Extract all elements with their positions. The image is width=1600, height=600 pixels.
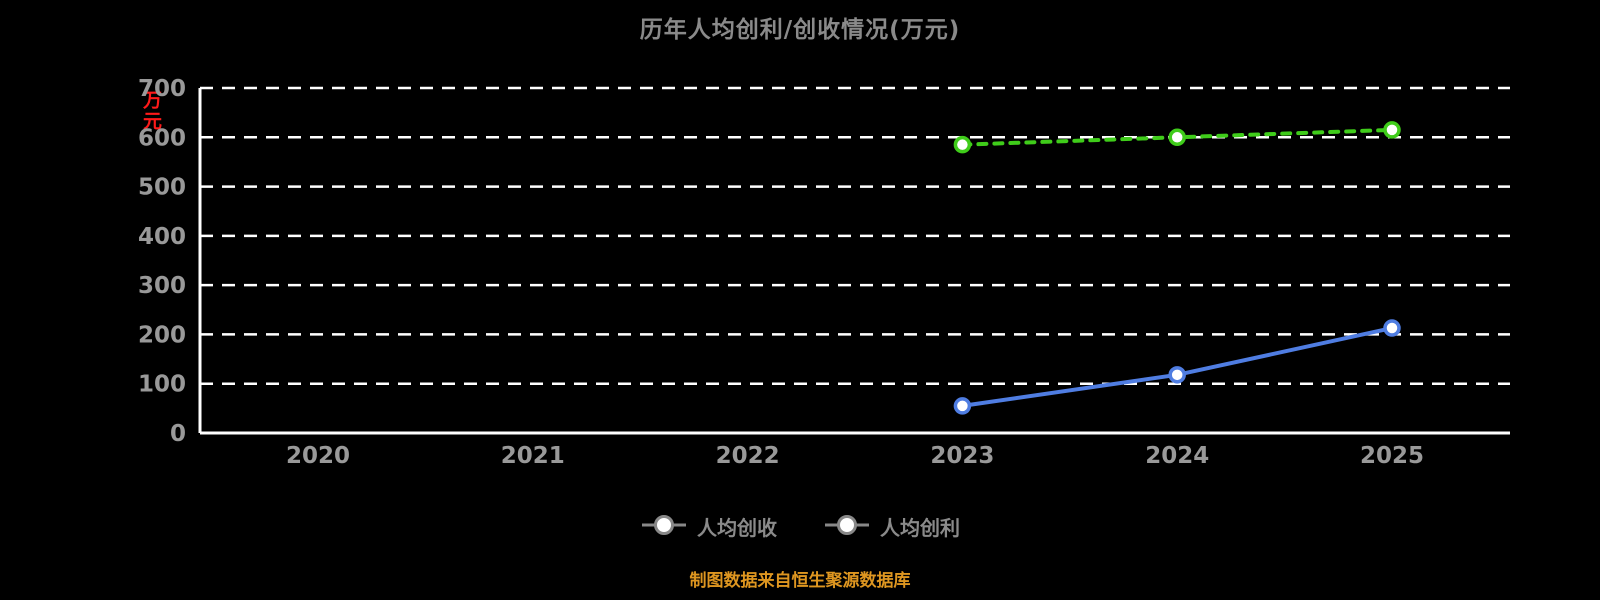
- legend-label-per-capita-profit: 人均创利: [880, 516, 960, 540]
- y-tick-label: 300: [138, 273, 186, 299]
- legend-marker-revenue-icon: [640, 513, 688, 541]
- data-point-series-1[interactable]: [1168, 366, 1186, 384]
- legend: 人均创收 人均创利: [0, 512, 1600, 541]
- y-tick-label: 700: [138, 76, 186, 102]
- y-tick-label: 600: [138, 125, 186, 151]
- data-source-note: 制图数据来自恒生聚源数据库: [689, 571, 911, 591]
- x-tick-label: 2025: [1360, 443, 1424, 469]
- x-tick-label: 2021: [501, 443, 565, 469]
- data-point-series-0[interactable]: [953, 135, 972, 154]
- x-tick-label: 2022: [716, 443, 780, 469]
- y-tick-label: 100: [138, 372, 186, 398]
- x-tick-label: 2023: [930, 443, 994, 469]
- x-tick-label: 2024: [1145, 443, 1209, 469]
- data-point-series-1[interactable]: [953, 397, 972, 415]
- y-tick-label: 200: [138, 322, 186, 348]
- data-point-series-1[interactable]: [1383, 319, 1401, 337]
- legend-item-per-capita-profit[interactable]: 人均创利: [823, 512, 960, 541]
- y-tick-label: 400: [138, 224, 186, 250]
- legend-item-per-capita-revenue[interactable]: 人均创收: [640, 512, 777, 541]
- y-tick-label: 0: [170, 421, 186, 447]
- data-point-series-0[interactable]: [1383, 121, 1401, 139]
- y-tick-label: 500: [138, 175, 186, 201]
- x-tick-label: 2020: [286, 443, 350, 469]
- legend-marker-profit-icon: [823, 513, 871, 541]
- legend-label-per-capita-revenue: 人均创收: [697, 516, 777, 540]
- y-axis-unit-label: 万元: [140, 90, 162, 132]
- data-point-series-0[interactable]: [1168, 128, 1186, 147]
- chart-title: 历年人均创利/创收情况(万元): [639, 17, 961, 43]
